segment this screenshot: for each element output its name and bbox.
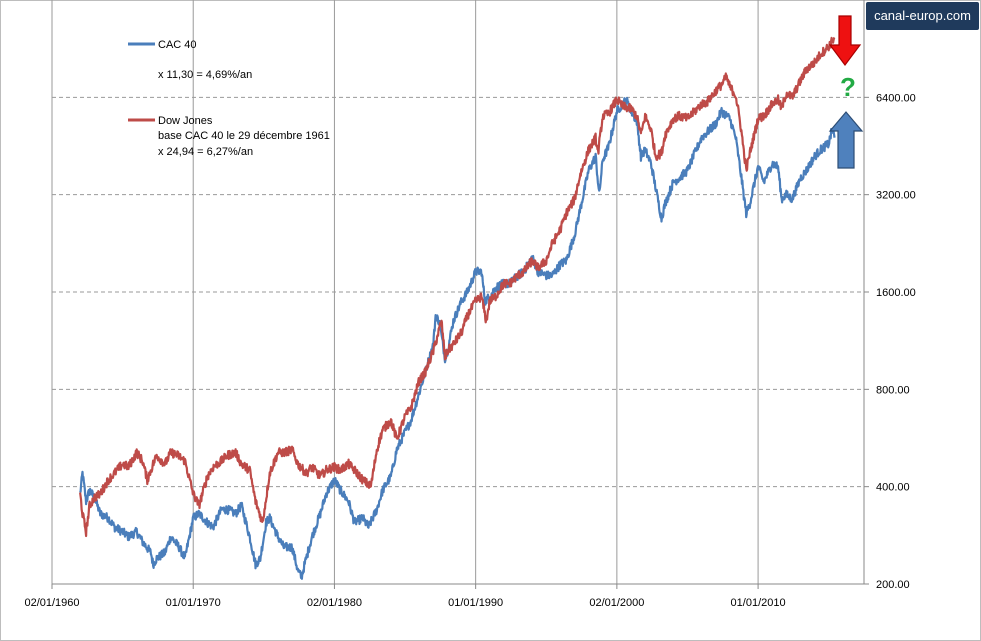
legend-note-dow-jones-base: base CAC 40 le 29 décembre 1961 bbox=[158, 130, 330, 142]
series-layer bbox=[79, 36, 836, 580]
legend: CAC 40 x 11,30 = 4,69%/an Dow Jones base… bbox=[128, 39, 330, 158]
legend-note-cac40: x 11,30 = 4,69%/an bbox=[158, 69, 252, 81]
x-tick-label: 01/01/2010 bbox=[731, 597, 786, 609]
grid bbox=[51, 0, 864, 584]
series-line-cac40 bbox=[79, 96, 836, 580]
x-tick-label: 01/01/1990 bbox=[448, 597, 503, 609]
legend-label-dow-jones: Dow Jones bbox=[158, 115, 213, 127]
site-watermark: canal-europ.com bbox=[866, 2, 979, 30]
y-tick-label: 6400.00 bbox=[876, 92, 916, 104]
y-tick-label: 800.00 bbox=[876, 384, 910, 396]
y-tick-label: 400.00 bbox=[876, 482, 910, 494]
y-tick-label: 3200.00 bbox=[876, 190, 916, 202]
legend-note-dow-jones-growth: x 24,94 = 6,27%/an bbox=[158, 146, 253, 158]
down-arrow-icon bbox=[828, 15, 862, 66]
x-tick-label: 02/01/2000 bbox=[589, 597, 644, 609]
x-tick-label: 02/01/1980 bbox=[307, 597, 362, 609]
up-arrow-icon bbox=[828, 111, 864, 169]
x-tick-label: 01/01/1970 bbox=[166, 597, 221, 609]
legend-label-cac40: CAC 40 bbox=[158, 39, 197, 51]
axes: 02/01/1960 01/01/1970 02/01/1980 01/01/1990… bbox=[24, 0, 916, 609]
series-line-dow-jones bbox=[79, 36, 836, 538]
question-mark-icon: ? bbox=[840, 72, 856, 102]
y-tick-label: 200.00 bbox=[876, 579, 910, 591]
x-tick-label: 02/01/1960 bbox=[24, 597, 79, 609]
y-tick-label: 1600.00 bbox=[876, 287, 916, 299]
